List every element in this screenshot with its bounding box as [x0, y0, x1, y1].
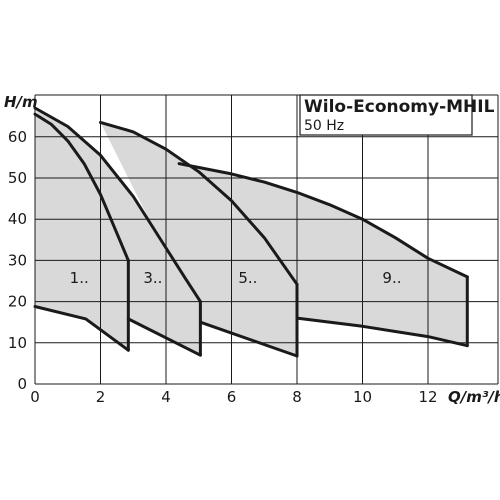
- region-1: [35, 114, 129, 351]
- y-tick-label: 40: [8, 210, 27, 228]
- chart-subtitle: 50 Hz: [304, 118, 344, 134]
- y-tick-label: 60: [8, 128, 27, 146]
- x-axis-label: Q/m³/h: [448, 388, 500, 406]
- curve-top-1: [33, 112, 130, 262]
- x-tick-label: 10: [353, 388, 372, 406]
- tick-labels: 0 2 4 6 8 10 12 0 10 20 30 40 50 60: [8, 128, 438, 406]
- curve-bottom-1: [33, 305, 130, 352]
- x-tick-label: 4: [161, 388, 171, 406]
- curve-top-4: [177, 162, 469, 279]
- model-label-1: 1..: [70, 269, 89, 287]
- pump-curves: [33, 106, 469, 358]
- model-label-4: 9..: [382, 269, 401, 287]
- x-tick-label: 12: [418, 388, 437, 406]
- chart-title: Wilo-Economy-MHIL: [304, 97, 495, 117]
- curve-bottom-3: [198, 320, 299, 358]
- y-tick-label: 0: [17, 375, 27, 393]
- y-tick-label: 20: [8, 293, 27, 311]
- curve-top-3: [99, 120, 299, 286]
- y-tick-label: 10: [8, 334, 27, 352]
- curve-top-2: [33, 106, 202, 304]
- x-tick-label: 8: [292, 388, 302, 406]
- x-tick-label: 0: [30, 388, 40, 406]
- region-4: [179, 163, 468, 346]
- curve-bottom-2: [126, 317, 202, 357]
- model-label-3: 5..: [238, 269, 257, 287]
- title-box: Wilo-Economy-MHIL 50 Hz: [299, 94, 495, 136]
- curve-bottom-4: [295, 316, 469, 348]
- region-3: [100, 122, 297, 357]
- x-tick-label: 2: [96, 388, 106, 406]
- model-label-2: 3..: [143, 269, 162, 287]
- y-axis-label: H/m: [4, 93, 38, 111]
- pump-regions: [35, 108, 468, 357]
- y-tick-label: 50: [8, 169, 27, 187]
- model-labels: 1.. 3.. 5.. 9..: [70, 269, 402, 287]
- x-tick-label: 6: [227, 388, 237, 406]
- y-tick-label: 30: [8, 251, 27, 269]
